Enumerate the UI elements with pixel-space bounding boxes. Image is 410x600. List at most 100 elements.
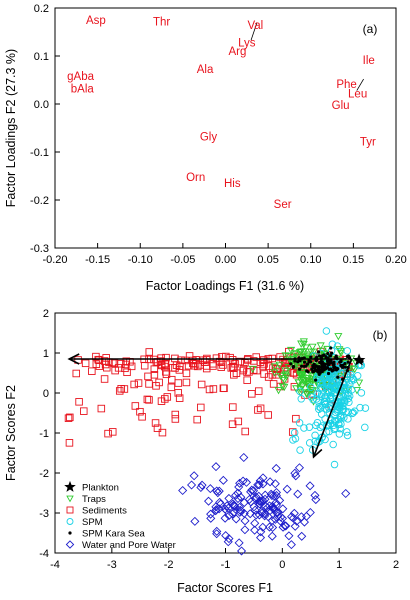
spm-marker bbox=[341, 398, 349, 406]
water-pore-water-marker bbox=[220, 513, 230, 523]
traps-marker bbox=[297, 371, 306, 380]
sediments-marker bbox=[230, 371, 238, 379]
spm-kara-sea-marker bbox=[320, 366, 325, 371]
spm-marker bbox=[346, 370, 355, 379]
amino-acid-label: Lys bbox=[238, 38, 256, 50]
sediments-marker bbox=[115, 387, 124, 395]
sediments-marker bbox=[66, 413, 74, 422]
sediments-marker bbox=[120, 385, 129, 393]
water-pore-water-marker bbox=[255, 476, 265, 486]
sediments-marker bbox=[217, 363, 225, 371]
factor-vector-arrowhead bbox=[67, 353, 80, 365]
sediments-marker bbox=[228, 420, 237, 428]
label-leader-line bbox=[250, 22, 258, 41]
x-tick-label-a: -0.05 bbox=[170, 254, 195, 266]
sediments-marker bbox=[171, 415, 180, 423]
sediments-marker bbox=[202, 364, 211, 373]
water-pore-water-marker bbox=[250, 518, 260, 528]
spm-marker bbox=[315, 402, 323, 411]
traps-marker bbox=[287, 346, 296, 355]
water-pore-water-marker bbox=[258, 522, 268, 532]
sediments-marker bbox=[162, 353, 170, 362]
traps-marker bbox=[281, 367, 290, 375]
sediments-marker bbox=[100, 357, 109, 365]
sediments-marker bbox=[153, 424, 162, 432]
water-pore-water-marker bbox=[212, 486, 222, 496]
traps-marker bbox=[292, 350, 301, 359]
water-pore-water-marker bbox=[244, 494, 254, 505]
sediments-marker bbox=[260, 356, 268, 364]
traps-marker bbox=[278, 383, 287, 391]
factor-vector-line bbox=[312, 358, 353, 458]
x-tick-label-a: -0.10 bbox=[128, 254, 153, 266]
legend-entry-label: SPM Kara Sea bbox=[82, 529, 146, 540]
spm-kara-sea-marker bbox=[330, 351, 334, 355]
y-tick-label-a: -0.3 bbox=[30, 243, 49, 255]
water-pore-water-marker bbox=[276, 512, 286, 522]
sediments-marker bbox=[256, 404, 265, 413]
sediments-marker bbox=[171, 364, 179, 372]
traps-marker bbox=[308, 343, 317, 352]
sediments-marker bbox=[193, 415, 201, 424]
sediments-marker bbox=[264, 411, 272, 419]
spm-kara-sea-marker bbox=[309, 355, 313, 359]
spm-marker bbox=[344, 415, 352, 423]
sediments-marker bbox=[197, 380, 206, 389]
water-pore-water-marker bbox=[197, 480, 207, 490]
water-pore-water-marker bbox=[211, 462, 221, 472]
water-pore-water-marker bbox=[269, 491, 279, 501]
water-pore-water-marker bbox=[224, 493, 234, 503]
sediments-marker bbox=[127, 362, 136, 371]
x-tick-label-a: 0.05 bbox=[257, 254, 278, 266]
traps-marker bbox=[299, 340, 308, 349]
x-tick-label-b: 0 bbox=[279, 559, 285, 571]
water-pore-water-marker bbox=[235, 505, 245, 515]
spm-marker bbox=[334, 415, 343, 424]
traps-marker bbox=[280, 383, 289, 392]
sediments-marker bbox=[174, 379, 183, 387]
spm-kara-sea-marker bbox=[324, 367, 328, 371]
water-pore-water-marker bbox=[255, 499, 265, 509]
sediments-marker bbox=[123, 368, 131, 377]
spm-marker bbox=[326, 395, 335, 403]
water-pore-water-marker bbox=[214, 486, 224, 496]
traps-marker bbox=[274, 387, 283, 395]
spm-marker bbox=[335, 420, 343, 429]
water-pore-water-marker bbox=[278, 504, 288, 514]
sediments-marker bbox=[95, 356, 103, 365]
plot-frame-a bbox=[54, 7, 397, 249]
spm-marker bbox=[307, 383, 315, 391]
spm-marker bbox=[300, 424, 308, 432]
sediments-marker bbox=[175, 394, 184, 402]
sediments-marker bbox=[220, 384, 228, 393]
x-axis-label-b: Factor Scores F1 bbox=[177, 581, 273, 595]
traps-marker bbox=[296, 389, 305, 397]
sediments-marker bbox=[131, 402, 140, 410]
sediments-marker bbox=[231, 359, 239, 368]
spm-kara-sea-marker bbox=[331, 363, 335, 367]
water-pore-water-marker bbox=[251, 494, 261, 504]
traps-marker bbox=[305, 388, 314, 397]
sediments-marker bbox=[276, 353, 284, 361]
x-tick-label-b: -4 bbox=[50, 559, 60, 571]
sediments-marker bbox=[182, 378, 191, 387]
water-pore-water-marker bbox=[299, 517, 309, 527]
spm-marker bbox=[343, 428, 351, 436]
water-pore-water-marker bbox=[221, 505, 231, 515]
spm-kara-sea-marker bbox=[309, 360, 313, 364]
spm-marker bbox=[350, 407, 359, 415]
y-tick-label-a: -0.2 bbox=[30, 195, 49, 207]
spm-marker bbox=[305, 439, 314, 447]
spm-marker bbox=[316, 423, 325, 432]
traps-marker bbox=[355, 379, 364, 387]
water-pore-water-marker bbox=[218, 475, 228, 485]
y-axis-label-a: Factor Loadings F2 (27.3 %) bbox=[4, 49, 18, 207]
label-leader-line bbox=[356, 78, 364, 91]
sediments-marker bbox=[197, 403, 205, 412]
sediments-marker bbox=[111, 366, 119, 375]
water-pore-water-marker bbox=[341, 488, 351, 499]
water-pore-water-marker bbox=[240, 516, 250, 526]
sediments-marker bbox=[229, 403, 237, 411]
sediments-marker bbox=[145, 380, 153, 388]
